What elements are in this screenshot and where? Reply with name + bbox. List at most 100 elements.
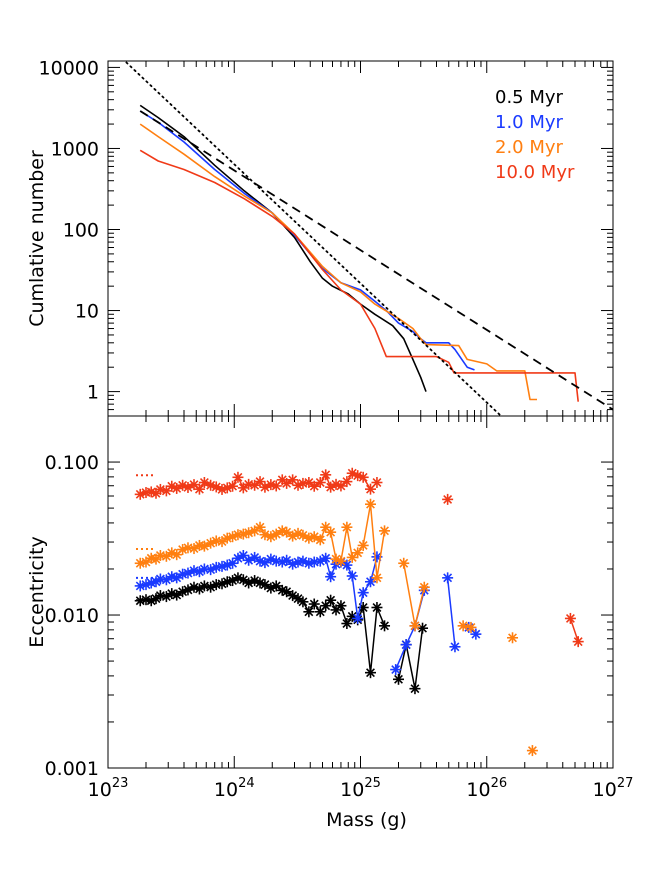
data-point [352,470,364,482]
data-point [254,577,266,589]
data-point [265,479,277,491]
data-point-stroke [189,480,199,490]
data-point-stroke [282,527,292,537]
data-point-stroke [178,569,188,579]
data-point-stroke [471,629,481,639]
data-point-stroke [331,554,341,564]
data-point-stroke [167,481,177,491]
x-tick-label: 1027 [593,776,634,801]
data-point [303,532,315,544]
legend-entry: 0.5 Myr [495,87,564,108]
data-point [357,587,369,599]
series-line-1-0-Myr [139,110,475,371]
data-point [171,549,183,561]
data-point-stroke [410,684,420,694]
data-point [287,474,299,486]
data-point [341,559,353,571]
data-point [442,572,454,584]
data-point-stroke [141,580,151,590]
series-line-10-0-Myr [139,149,579,402]
data-point [216,483,228,495]
data-point-stroke [293,528,303,538]
data-point [371,477,383,489]
data-point-stroke [326,572,336,582]
data-point [325,571,337,583]
data-point-stroke [260,580,270,590]
data-point [357,539,369,551]
x-tick-label: 1023 [88,776,129,801]
data-point [470,628,482,640]
data-point-stroke [353,548,363,558]
data-point-stroke [380,526,389,536]
data-point-stroke [304,478,314,487]
x-tick-exponent: 23 [112,776,129,791]
data-point [465,621,477,633]
top-y-axis-label: Cumlative number [26,150,48,327]
bottom-series-group [134,467,584,757]
data-point-stroke [419,582,429,592]
data-point-stroke [410,621,420,631]
data-point-stroke [255,477,265,487]
data-point-stroke [458,621,468,631]
data-point [379,525,391,537]
data-point [193,566,205,578]
data-point-stroke [309,532,319,542]
data-point-stroke [315,478,325,487]
data-point [572,636,584,648]
series-line-dashed [139,110,613,411]
data-point [216,560,228,572]
series-connector [569,618,579,642]
data-point-stroke [211,482,221,492]
data-point-stroke [309,557,319,567]
data-point-stroke [255,556,265,566]
data-point-stroke [347,611,357,621]
data-point-stroke [260,558,270,568]
data-point [281,554,293,566]
data-point [232,471,244,483]
x-tick-base: 10 [214,779,238,801]
data-point-stroke [288,475,298,485]
data-point-stroke [466,622,476,632]
x-tick-exponent: 24 [238,776,255,791]
data-point-stroke [353,613,363,623]
data-point [390,664,402,676]
data-point [341,618,353,630]
data-point-stroke [250,526,260,536]
data-point [564,612,576,624]
x-tick-exponent: 26 [491,776,508,791]
cumulative-number-panel: 1 10 100 1000 10000 Cumlative number [26,57,614,417]
data-point-stroke [399,558,409,568]
data-point-stroke [238,575,248,585]
data-point-stroke [217,561,227,571]
data-point-stroke [372,573,382,583]
data-point [193,483,205,495]
data-point-stroke [315,535,325,545]
data-point-stroke [418,623,427,633]
data-point-stroke [233,573,243,583]
data-point-stroke [336,601,346,611]
x-tick-exponent: 27 [617,776,634,791]
data-point-stroke [527,746,537,756]
data-point [297,596,309,608]
data-point [287,558,299,570]
data-point-stroke [321,470,331,480]
data-point [364,667,376,679]
data-point [393,673,405,685]
data-point [409,683,421,695]
data-point [320,552,332,564]
x-tick-base: 10 [88,779,112,801]
data-point-stroke [135,558,145,568]
data-point-stroke [250,480,260,490]
data-point-stroke [336,556,346,566]
data-point [325,526,337,538]
data-point-stroke [172,573,182,583]
data-point [341,521,353,533]
data-point-stroke [282,478,292,488]
data-point-stroke [146,553,156,563]
data-point [270,480,282,492]
data-point [270,580,282,592]
data-point [210,579,222,591]
data-point-stroke [266,554,276,564]
